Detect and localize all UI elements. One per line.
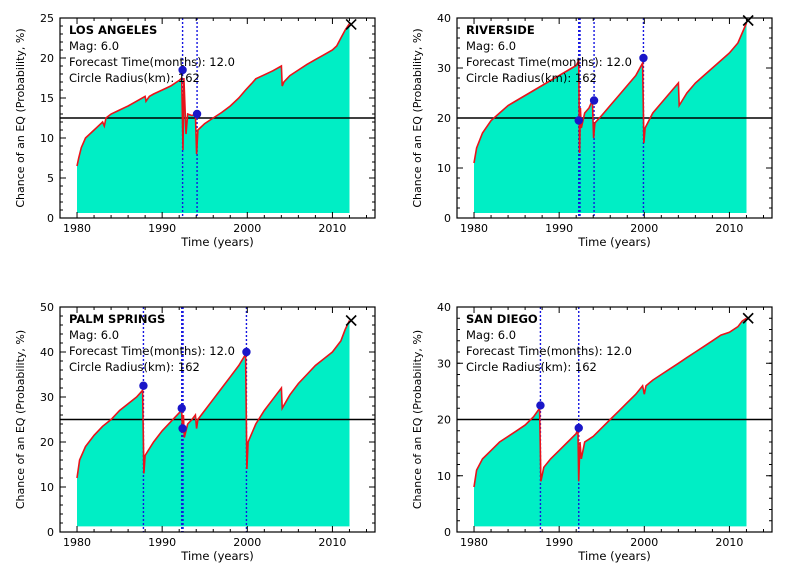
y-tick-label: 15 (40, 92, 54, 105)
y-tick-label: 20 (437, 414, 451, 427)
panel-annotation: Circle Radius(km): 162 (466, 360, 597, 374)
x-tick-label: 2010 (318, 536, 346, 549)
plot-frame (59, 17, 376, 219)
event-marker (139, 381, 148, 390)
y-axis-label: Chance of an EQ (Probability, %) (14, 28, 27, 207)
probability-line (473, 22, 748, 164)
panel-title: SAN DIEGO (466, 312, 538, 326)
y-tick-label: 20 (437, 112, 451, 125)
event-marker (574, 423, 583, 433)
y-tick-label: 25 (40, 12, 54, 25)
event-marker (536, 401, 545, 410)
chart-panel-4: 1980 1990 2000 2010 0 10 20 30 40 SAN DIEGO Mag: 6… (411, 301, 773, 563)
chart-panel-3: 1980 1990 2000 2010 0 10 20 30 40 50 PALM SPRINGS M… (14, 301, 376, 563)
x-tick-label: 2000 (233, 536, 261, 549)
y-tick-label: 50 (40, 301, 54, 314)
y-tick-label: 20 (40, 436, 54, 449)
x-tick-label: 1980 (460, 222, 488, 235)
event-marker (589, 96, 599, 105)
y-tick-label: 10 (40, 132, 54, 145)
panel-title: RIVERSIDE (466, 23, 535, 37)
panel-annotation: Forecast Time(months): 12.0 (69, 344, 235, 358)
end-marker (742, 312, 754, 324)
panel-annotation: Mag: 6.0 (466, 328, 516, 342)
x-tick-label: 1990 (545, 222, 573, 235)
event-marker (574, 116, 583, 125)
event-marker (178, 65, 187, 75)
x-axis-label: Time (years) (577, 549, 650, 563)
x-tick-label: 2010 (318, 222, 346, 235)
end-marker (742, 14, 754, 27)
y-tick-label: 0 (47, 526, 54, 539)
y-tick-label: 40 (437, 301, 451, 314)
y-tick-label: 30 (437, 357, 451, 370)
y-axis-label: Chance of an EQ (Probability, %) (14, 330, 27, 509)
x-tick-label: 1980 (63, 222, 91, 235)
x-tick-label: 1990 (148, 222, 176, 235)
y-tick-label: 10 (40, 481, 54, 494)
y-tick-label: 0 (444, 526, 451, 539)
y-tick-label: 10 (437, 162, 451, 175)
x-axis-label: Time (years) (180, 235, 253, 249)
y-axis-label: Chance of an EQ (Probability, %) (411, 28, 424, 207)
y-tick-label: 30 (437, 62, 451, 75)
panel-annotation: Mag: 6.0 (69, 328, 119, 342)
plot-frame (59, 306, 376, 533)
panel-title: LOS ANGELES (69, 23, 157, 37)
event-marker (177, 404, 186, 413)
x-tick-label: 1990 (148, 536, 176, 549)
end-marker (345, 18, 357, 30)
chart-panel-2: 1980 1990 2000 2010 0 10 20 30 40 RIVERSIDE Mag: 6… (411, 12, 773, 249)
event-marker (639, 53, 648, 63)
probability-line (473, 317, 747, 488)
y-tick-label: 40 (437, 12, 451, 25)
panel-annotation: Forecast Time(months): 12.0 (69, 55, 235, 69)
panel-annotation: Forecast Time(months): 12.0 (466, 344, 632, 358)
y-tick-label: 5 (47, 172, 54, 185)
y-tick-label: 10 (437, 470, 451, 483)
x-tick-label: 2000 (233, 222, 261, 235)
x-axis-label: Time (years) (577, 235, 650, 249)
y-tick-label: 0 (444, 212, 451, 225)
event-marker (242, 347, 251, 357)
x-tick-label: 2000 (630, 222, 658, 235)
event-marker (178, 424, 187, 433)
probability-area (77, 320, 350, 527)
y-tick-label: 40 (40, 346, 54, 359)
x-tick-label: 2010 (715, 222, 743, 235)
y-tick-label: 30 (40, 391, 54, 404)
x-tick-label: 1980 (460, 536, 488, 549)
panel-annotation: Forecast Time(months): 12.0 (466, 55, 632, 69)
panel-annotation: Circle Radius(km): 162 (69, 360, 200, 374)
y-axis-label: Chance of an EQ (Probability, %) (411, 330, 424, 509)
x-tick-label: 1980 (63, 536, 91, 549)
y-tick-label: 0 (47, 212, 54, 225)
end-marker (345, 314, 357, 327)
x-axis-label: Time (years) (180, 549, 253, 563)
x-tick-label: 2000 (630, 536, 658, 549)
event-marker (192, 109, 202, 119)
panel-annotation: Circle Radius(km): 162 (69, 71, 200, 85)
x-tick-label: 2010 (715, 536, 743, 549)
probability-area (474, 318, 747, 527)
y-tick-label: 20 (40, 52, 54, 65)
panel-annotation: Circle Radius(km): 162 (466, 71, 597, 85)
probability-line (76, 320, 351, 479)
x-tick-label: 1990 (545, 536, 573, 549)
panel-annotation: Mag: 6.0 (69, 39, 119, 53)
chart-panel-1: 1980 1990 2000 2010 0 5 10 15 20 25 LOS ANGELES Mag… (14, 12, 376, 249)
panel-annotation: Mag: 6.0 (466, 39, 516, 53)
panel-title: PALM SPRINGS (69, 312, 165, 326)
